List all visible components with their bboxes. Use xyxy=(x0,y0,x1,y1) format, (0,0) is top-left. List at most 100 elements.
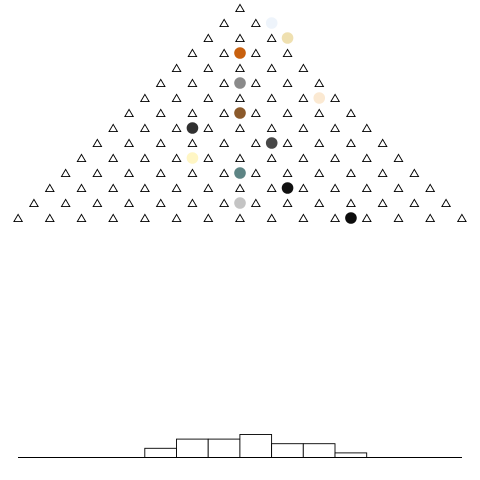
histogram-bar xyxy=(334,452,368,458)
peg-icon xyxy=(361,213,372,223)
peg-icon xyxy=(171,153,182,163)
peg-icon xyxy=(330,93,341,103)
bin-histogram xyxy=(144,434,368,458)
peg-icon xyxy=(409,198,420,208)
peg-icon xyxy=(250,48,261,58)
peg-icon xyxy=(108,183,119,193)
peg-icon xyxy=(314,108,325,118)
peg-icon xyxy=(330,213,341,223)
peg-icon xyxy=(345,108,356,118)
ball xyxy=(234,107,246,119)
peg-icon xyxy=(44,183,55,193)
peg-icon xyxy=(124,198,135,208)
peg-icon xyxy=(298,153,309,163)
peg-icon xyxy=(441,198,452,208)
peg-icon xyxy=(219,168,230,178)
peg-icon xyxy=(330,153,341,163)
peg-icon xyxy=(345,168,356,178)
peg-icon xyxy=(393,153,404,163)
peg-icon xyxy=(139,123,150,133)
peg-icon xyxy=(314,78,325,88)
peg-icon xyxy=(76,183,87,193)
peg-icon xyxy=(282,78,293,88)
peg-icon xyxy=(361,123,372,133)
peg-icon xyxy=(282,108,293,118)
peg-field xyxy=(13,3,467,223)
peg-icon xyxy=(108,153,119,163)
peg-icon xyxy=(219,18,230,28)
peg-icon xyxy=(203,33,214,43)
peg-icon xyxy=(203,153,214,163)
ball xyxy=(281,182,294,194)
peg-icon xyxy=(377,138,388,148)
peg-icon xyxy=(314,138,325,148)
peg-icon xyxy=(314,168,325,178)
peg-icon xyxy=(393,213,404,223)
histogram-bar xyxy=(207,438,241,458)
peg-icon xyxy=(393,183,404,193)
peg-icon xyxy=(92,138,103,148)
peg-icon xyxy=(250,108,261,118)
peg-icon xyxy=(60,198,71,208)
peg-icon xyxy=(361,153,372,163)
peg-icon xyxy=(92,168,103,178)
peg-icon xyxy=(266,213,277,223)
peg-icon xyxy=(76,153,87,163)
peg-icon xyxy=(219,198,230,208)
peg-icon xyxy=(345,198,356,208)
peg-icon xyxy=(330,123,341,133)
peg-icon xyxy=(124,168,135,178)
peg-icon xyxy=(219,108,230,118)
peg-icon xyxy=(235,183,245,193)
peg-icon xyxy=(171,213,182,223)
peg-icon xyxy=(108,123,119,133)
peg-icon xyxy=(155,108,166,118)
peg-icon xyxy=(298,183,309,193)
peg-icon xyxy=(28,198,39,208)
peg-icon xyxy=(187,138,198,148)
peg-icon xyxy=(235,63,245,73)
peg-icon xyxy=(171,93,182,103)
peg-icon xyxy=(282,48,293,58)
peg-icon xyxy=(124,108,135,118)
peg-icon xyxy=(155,78,166,88)
peg-icon xyxy=(266,153,277,163)
peg-icon xyxy=(171,123,182,133)
peg-icon xyxy=(187,78,198,88)
peg-icon xyxy=(250,18,261,28)
peg-icon xyxy=(409,168,420,178)
peg-icon xyxy=(361,183,372,193)
peg-icon xyxy=(425,213,436,223)
peg-icon xyxy=(266,123,277,133)
peg-icon xyxy=(330,183,341,193)
peg-icon xyxy=(219,48,230,58)
peg-icon xyxy=(108,213,119,223)
peg-icon xyxy=(92,198,103,208)
peg-icon xyxy=(139,93,150,103)
peg-icon xyxy=(155,168,166,178)
ball xyxy=(186,152,199,164)
peg-icon xyxy=(187,48,198,58)
peg-icon xyxy=(124,138,135,148)
peg-icon xyxy=(203,183,214,193)
peg-icon xyxy=(235,33,245,43)
ball xyxy=(313,92,326,104)
peg-icon xyxy=(13,213,24,223)
ball xyxy=(234,197,246,209)
peg-icon xyxy=(219,78,230,88)
falling-balls xyxy=(186,17,357,224)
peg-icon xyxy=(60,168,71,178)
peg-icon xyxy=(314,198,325,208)
peg-icon xyxy=(171,63,182,73)
peg-icon xyxy=(345,138,356,148)
ball xyxy=(281,32,294,44)
peg-icon xyxy=(203,93,214,103)
peg-icon xyxy=(298,63,309,73)
peg-icon xyxy=(219,138,230,148)
peg-icon xyxy=(187,168,198,178)
peg-icon xyxy=(203,63,214,73)
peg-icon xyxy=(250,78,261,88)
peg-icon xyxy=(377,168,388,178)
peg-icon xyxy=(187,198,198,208)
